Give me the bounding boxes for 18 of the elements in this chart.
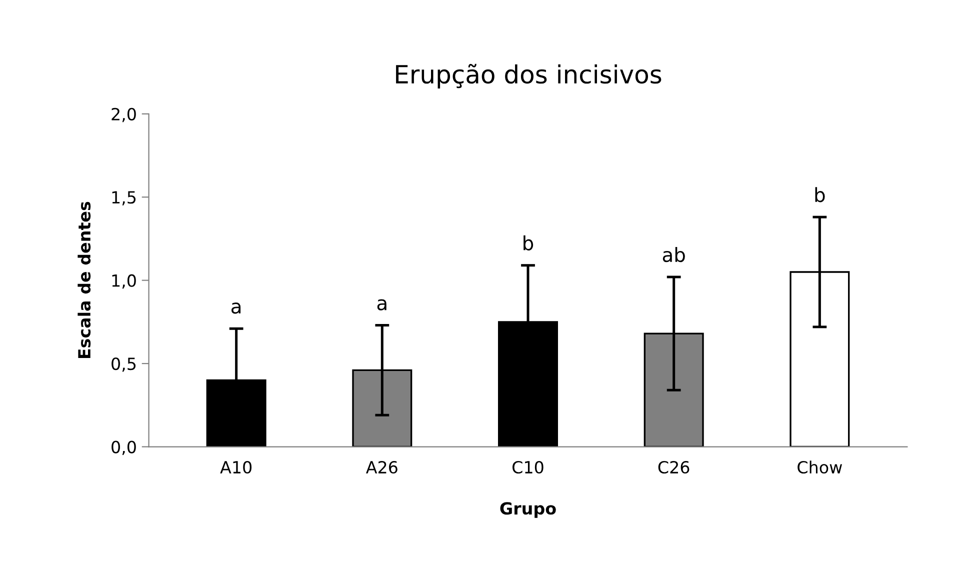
x-tick-label: C10 — [512, 460, 544, 474]
x-tick-label: A26 — [366, 460, 398, 474]
annotation: b — [524, 235, 534, 250]
y-axis-title: Escala de dentes — [78, 202, 91, 358]
y-tick-label: 1,5 — [112, 191, 136, 206]
annotation: a — [232, 302, 240, 314]
annotation: a — [377, 299, 386, 310]
x-tick-label: Chow — [798, 460, 842, 474]
y-tick-label: 2,0 — [112, 108, 136, 122]
x-tick-label: A10 — [220, 460, 252, 474]
y-tick-label: 0,5 — [112, 358, 136, 372]
y-tick-label: 0,0 — [112, 440, 136, 456]
x-axis-title: Grupo — [500, 502, 556, 518]
annotation: ab — [662, 247, 685, 262]
annotation: b — [815, 187, 825, 202]
x-tick-label: C26 — [658, 460, 690, 474]
y-tick-label: 1,0 — [112, 274, 136, 289]
chart-title: Erupção dos incisivos — [396, 64, 662, 89]
